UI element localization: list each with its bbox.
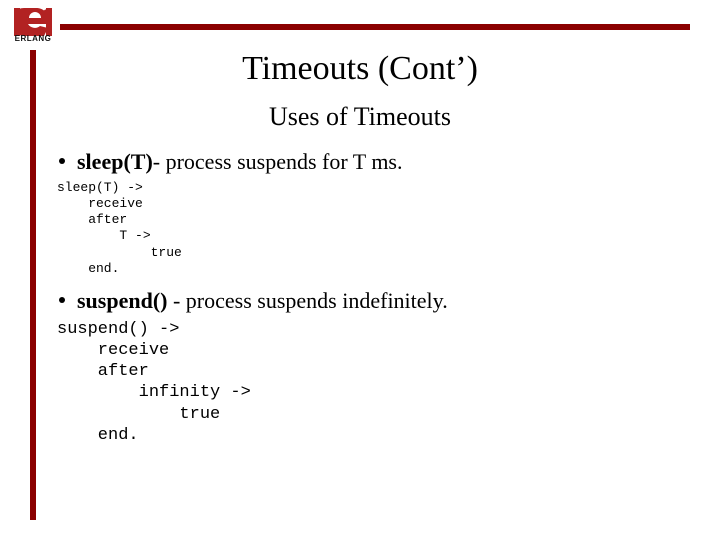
bullet-text: - process suspends indefinitely. (167, 288, 447, 313)
bullet-bold: suspend() (77, 288, 167, 313)
bullet-item: sleep(T)- process suspends for T ms. (55, 148, 695, 176)
bullet-item: suspend() - process suspends indefinitel… (55, 287, 695, 315)
erlang-logo-text: ERLANG (12, 34, 54, 43)
bullet-text: - process suspends for T ms. (153, 149, 403, 174)
code-block: sleep(T) -> receive after T -> true end. (57, 180, 695, 278)
code-block: suspend() -> receive after infinity -> t… (57, 319, 695, 447)
erlang-logo-icon (14, 8, 52, 36)
slide-subtitle: Uses of Timeouts (0, 102, 720, 132)
slide-content: sleep(T)- process suspends for T ms. sle… (55, 148, 695, 446)
horizontal-rule (60, 24, 690, 30)
slide: ERLANG Timeouts (Cont’) Uses of Timeouts… (0, 0, 720, 540)
erlang-logo: ERLANG (12, 8, 54, 50)
bullet-bold: sleep(T) (77, 149, 153, 174)
slide-title: Timeouts (Cont’) (0, 50, 720, 88)
